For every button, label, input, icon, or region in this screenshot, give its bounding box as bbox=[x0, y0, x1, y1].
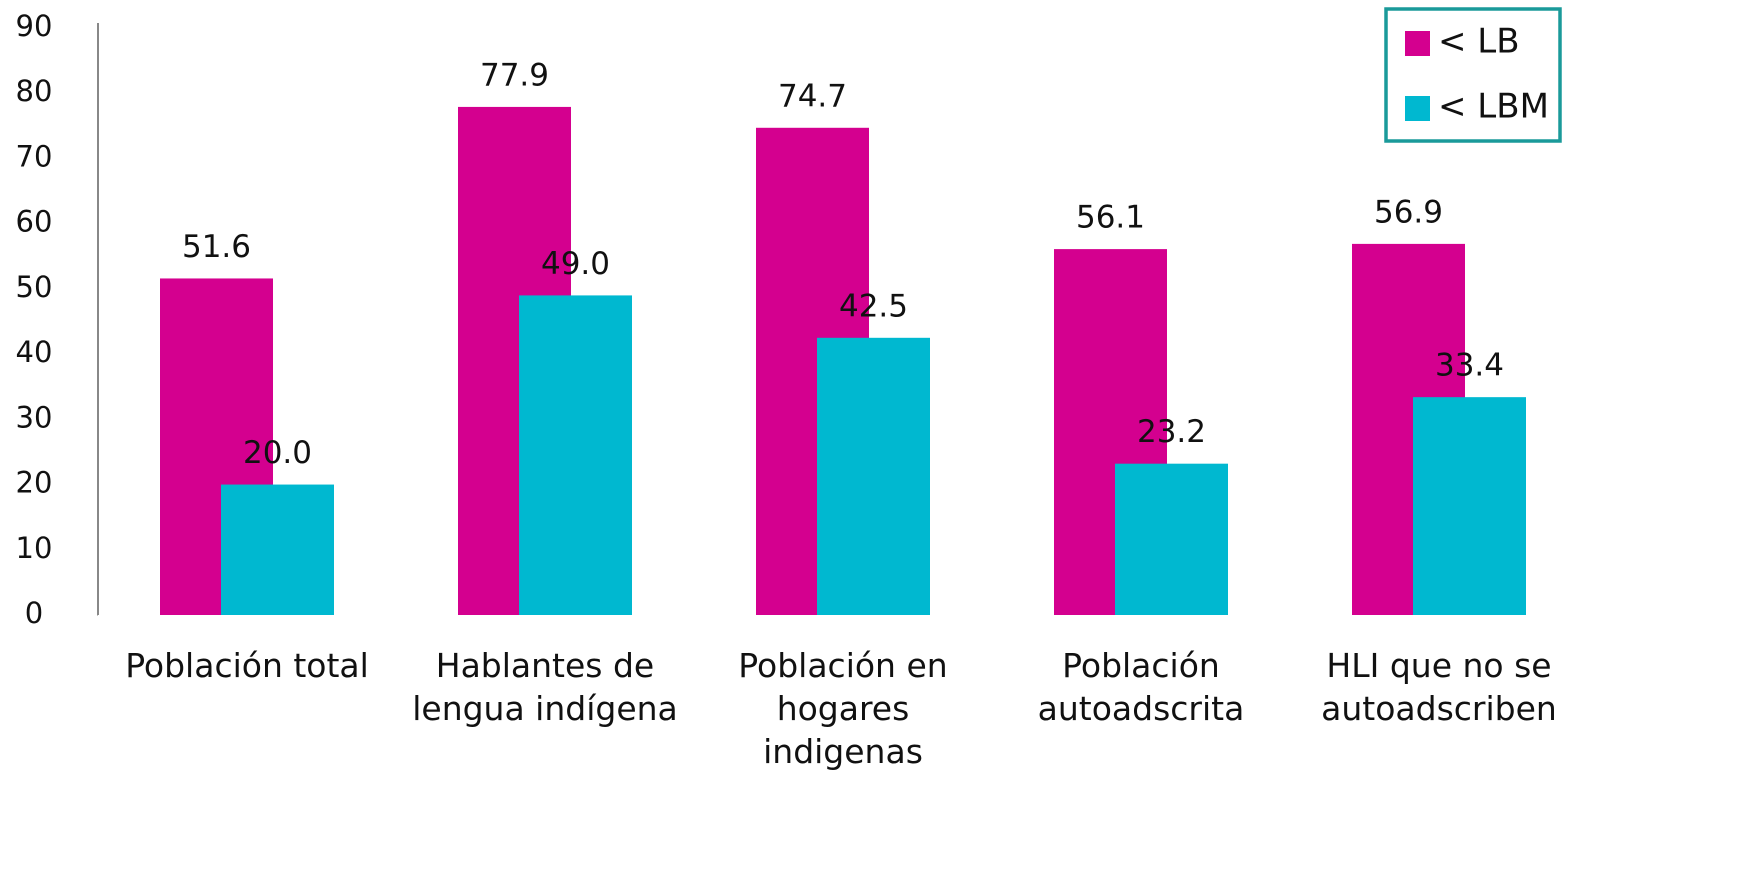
bar bbox=[519, 295, 632, 615]
x-tick-label: HLI que no se autoadscriben bbox=[1321, 646, 1557, 728]
value-label: 56.9 bbox=[1374, 194, 1443, 230]
legend-label: < LB bbox=[1438, 22, 1520, 62]
bar bbox=[1115, 463, 1228, 615]
y-tick-label: 0 bbox=[25, 596, 43, 630]
legend-swatch bbox=[1405, 31, 1430, 56]
y-tick-label: 30 bbox=[16, 400, 53, 434]
y-tick-label: 60 bbox=[16, 205, 53, 239]
bar bbox=[221, 484, 334, 615]
value-label: 51.6 bbox=[182, 229, 251, 265]
y-tick-label: 70 bbox=[16, 139, 53, 173]
bar bbox=[1413, 397, 1526, 615]
value-label: 56.1 bbox=[1076, 200, 1145, 236]
value-label: 20.0 bbox=[243, 435, 312, 471]
x-label-box: Población en hogares indigenas bbox=[738, 646, 948, 771]
legend-label: < LBM bbox=[1438, 87, 1549, 127]
y-tick-label: 80 bbox=[16, 74, 53, 108]
bar bbox=[817, 337, 930, 615]
y-tick-label: 90 bbox=[16, 9, 53, 43]
y-tick-label: 20 bbox=[16, 466, 53, 500]
value-label: 42.5 bbox=[839, 288, 908, 324]
x-tick-label: Población autoadscrita bbox=[1037, 646, 1245, 728]
x-label-box: Población autoadscrita bbox=[1037, 646, 1245, 728]
value-label: 74.7 bbox=[778, 78, 847, 114]
y-tick-label: 10 bbox=[16, 531, 53, 565]
x-label-box: Hablantes de lengua indígena bbox=[412, 646, 678, 728]
value-label: 23.2 bbox=[1137, 414, 1206, 450]
value-label: 77.9 bbox=[480, 57, 549, 93]
x-label-box: Población total bbox=[125, 646, 369, 685]
x-label-box: HLI que no se autoadscriben bbox=[1321, 646, 1557, 728]
legend-swatch bbox=[1405, 96, 1430, 121]
x-tick-label: Población total bbox=[125, 646, 369, 685]
y-tick-label: 40 bbox=[16, 335, 53, 369]
value-label: 49.0 bbox=[541, 246, 610, 282]
y-tick-label: 50 bbox=[16, 270, 53, 304]
value-label: 33.4 bbox=[1435, 348, 1504, 384]
x-tick-label: Hablantes de lengua indígena bbox=[412, 646, 678, 728]
x-tick-label: Población en hogares indigenas bbox=[738, 646, 948, 771]
